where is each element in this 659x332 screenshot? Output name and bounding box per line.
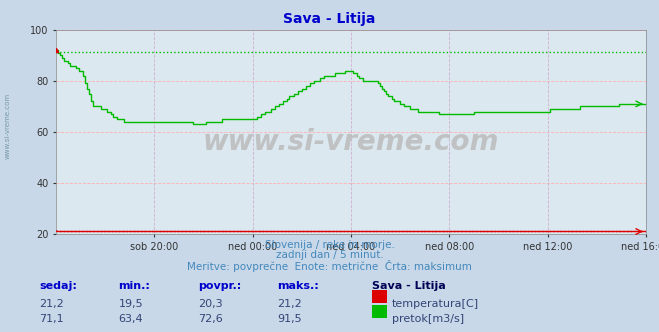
Text: sedaj:: sedaj: (40, 281, 77, 290)
Text: Sava - Litija: Sava - Litija (283, 12, 376, 26)
Text: 71,1: 71,1 (40, 314, 64, 324)
Text: Meritve: povprečne  Enote: metrične  Črta: maksimum: Meritve: povprečne Enote: metrične Črta:… (187, 260, 472, 272)
Text: 72,6: 72,6 (198, 314, 223, 324)
Text: zadnji dan / 5 minut.: zadnji dan / 5 minut. (275, 250, 384, 260)
Text: 20,3: 20,3 (198, 299, 222, 309)
Text: povpr.:: povpr.: (198, 281, 241, 290)
Text: Sava - Litija: Sava - Litija (372, 281, 446, 290)
Text: 19,5: 19,5 (119, 299, 143, 309)
Text: www.si-vreme.com: www.si-vreme.com (203, 128, 499, 156)
Text: pretok[m3/s]: pretok[m3/s] (392, 314, 464, 324)
Text: 63,4: 63,4 (119, 314, 143, 324)
Text: maks.:: maks.: (277, 281, 318, 290)
Text: 21,2: 21,2 (277, 299, 302, 309)
Text: 91,5: 91,5 (277, 314, 301, 324)
Text: min.:: min.: (119, 281, 150, 290)
Text: temperatura[C]: temperatura[C] (392, 299, 479, 309)
Text: 21,2: 21,2 (40, 299, 65, 309)
Text: www.si-vreme.com: www.si-vreme.com (5, 93, 11, 159)
Text: Slovenija / reke in morje.: Slovenija / reke in morje. (264, 240, 395, 250)
